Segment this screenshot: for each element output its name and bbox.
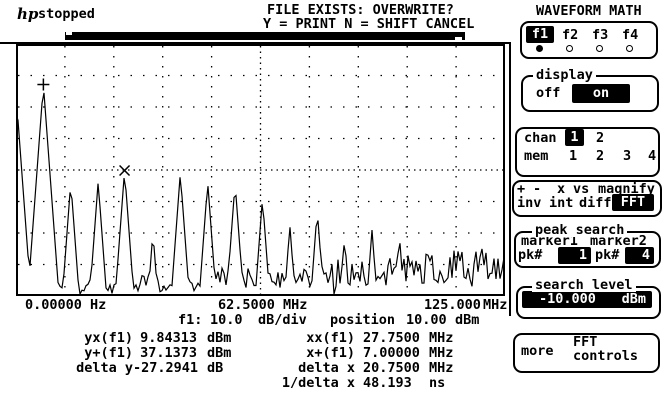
op-vs-option[interactable]: vs — [573, 181, 590, 197]
display-on-option-selected[interactable]: on — [572, 84, 630, 103]
screen-divider-horizontal — [0, 42, 511, 44]
display-box-label: display — [533, 68, 596, 82]
op-fft-option-selected[interactable]: FFT — [612, 194, 654, 211]
fkey-f2-radio-dot — [566, 45, 573, 52]
search-level-value: -10.000 — [539, 291, 596, 307]
x-axis-label-center-unit: MHz — [283, 297, 308, 313]
measurement-value: 20.7500 — [363, 360, 420, 376]
mem-2-option[interactable]: 2 — [596, 148, 605, 164]
search-level-unit: dBm — [621, 291, 646, 307]
measurement-value: 27.7500 — [363, 330, 420, 346]
fkey-f2[interactable]: f2 — [562, 27, 579, 43]
measurement-label: delta y — [76, 360, 133, 376]
chan-1-option-selected[interactable]: 1 — [565, 129, 584, 146]
more-fft-controls-button[interactable] — [513, 333, 660, 373]
fft-spectrum-plot — [16, 44, 505, 296]
screen-divider-vertical — [509, 42, 511, 316]
mem-1-option[interactable]: 1 — [569, 148, 578, 164]
fkey-f1-selected[interactable]: f1 — [526, 26, 554, 43]
op-diff-option[interactable]: diff — [579, 195, 612, 211]
search-level-value-field[interactable]: -10.000 dBm — [522, 291, 652, 308]
x-axis-label-center-value: 62.5000 — [218, 297, 275, 313]
measurement-value: -27.2941 — [133, 360, 199, 376]
menu-title: WAVEFORM MATH — [536, 3, 642, 19]
op-multiply-option[interactable]: x — [557, 181, 566, 197]
search-level-box-label: search level — [532, 278, 636, 292]
measurement-value: 9.84313 — [140, 330, 197, 346]
scale-value: 10.0 — [210, 312, 243, 328]
pk-number-2-value[interactable]: 4 — [625, 247, 654, 264]
measurement-unit: dBm — [207, 345, 232, 361]
fkey-f3-radio-dot — [596, 45, 603, 52]
marker-x-icon — [119, 164, 131, 177]
op-int-option[interactable]: int — [549, 195, 574, 211]
mem-label: mem — [524, 148, 549, 164]
measurement-unit: MHz — [429, 345, 454, 361]
plot-frame — [16, 44, 505, 296]
acquisition-status: stopped — [38, 6, 95, 22]
measurement-label: xx(f1) — [306, 330, 355, 346]
op-magnify-option[interactable]: magnify — [598, 181, 655, 197]
fkey-f4-radio-dot — [626, 45, 633, 52]
peak-search-box-label: peak search — [532, 223, 628, 237]
chan-2-option[interactable]: 2 — [596, 130, 605, 146]
measurement-value: 7.00000 — [363, 345, 420, 361]
pk-number-label-1: pk# — [518, 247, 543, 263]
op-plus-option[interactable]: + — [517, 181, 526, 197]
measurement-unit: MHz — [429, 330, 454, 346]
scale-unit: dB/div — [258, 312, 307, 328]
measurement-value: 37.1373 — [140, 345, 197, 361]
progress-notch-left — [66, 32, 72, 35]
chan-label: chan — [524, 130, 557, 146]
mem-3-option[interactable]: 3 — [623, 148, 632, 164]
measurement-unit: ns — [429, 375, 446, 391]
scale-source-label: f1: — [178, 312, 203, 328]
system-message-line2: Y = PRINT N = SHIFT CANCEL — [263, 16, 475, 32]
measurement-label: yx(f1) — [84, 330, 133, 346]
measurement-label: x+(f1) — [306, 345, 355, 361]
position-value: 10.00 — [406, 312, 447, 328]
measurement-unit: dB — [207, 360, 224, 376]
more-target-line2: controls — [573, 348, 639, 364]
hp-logo: hp — [17, 5, 39, 23]
progress-notch-right — [455, 37, 462, 40]
x-axis-label-right-unit: MHz — [483, 297, 508, 313]
measurement-label: 1/delta x — [281, 375, 355, 391]
marker2-label: marker2 — [590, 233, 647, 249]
more-label: more — [521, 343, 554, 359]
measurement-label: delta x — [298, 360, 355, 376]
source-box — [515, 127, 660, 177]
position-unit: dBm — [455, 312, 480, 328]
pk-number-1-value[interactable]: 1 — [558, 247, 591, 264]
marker1-label: marker1 — [521, 233, 578, 249]
position-label: position — [330, 312, 396, 328]
fkey-f3[interactable]: f3 — [592, 27, 609, 43]
measurement-unit: dBm — [207, 330, 232, 346]
display-off-option[interactable]: off — [536, 85, 561, 101]
x-axis-label-right-value: 125.000 — [424, 297, 481, 313]
system-message-line1: FILE EXISTS: OVERWRITE? — [267, 2, 454, 18]
measurement-label: y+(f1) — [84, 345, 133, 361]
mem-4-option[interactable]: 4 — [648, 148, 657, 164]
fkey-f4[interactable]: f4 — [622, 27, 639, 43]
fft-trace — [16, 92, 505, 296]
x-axis-label-left-value: 0.00000 — [25, 297, 82, 313]
measurement-value: 48.193 — [363, 375, 412, 391]
pk-number-label-2: pk# — [595, 247, 620, 263]
op-inv-option[interactable]: inv — [517, 195, 542, 211]
fkey-f1-radio-dot — [536, 45, 543, 52]
acquisition-progress-bar — [65, 32, 465, 40]
more-target-line1: FFT — [573, 334, 598, 350]
x-axis-label-left-unit: Hz — [90, 297, 107, 313]
op-minus-option[interactable]: - — [533, 181, 542, 197]
measurement-unit: MHz — [429, 360, 454, 376]
